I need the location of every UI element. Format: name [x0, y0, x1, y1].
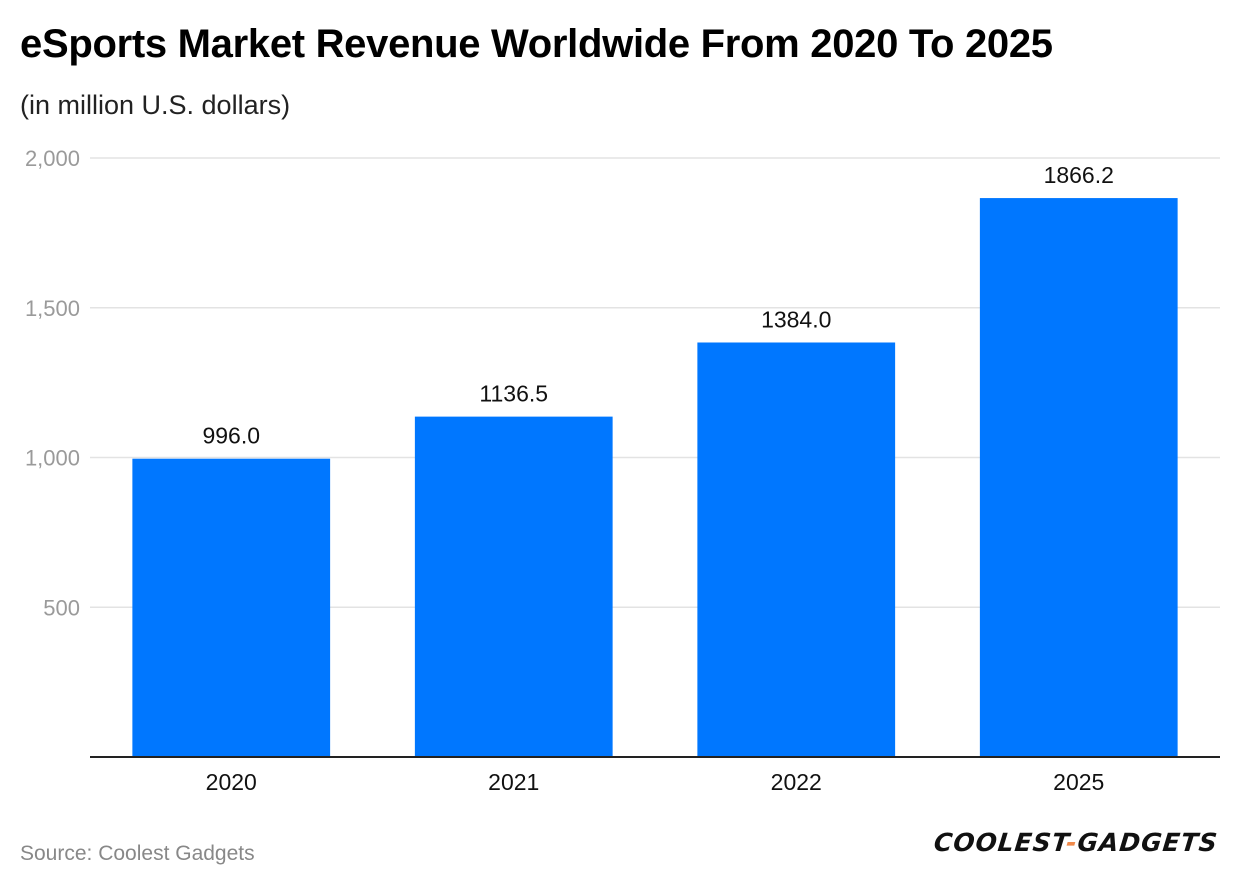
data-label-2025: 1866.2	[1044, 162, 1114, 188]
logo-left-text: COOLEST	[932, 828, 1068, 857]
bar-2022	[697, 342, 896, 757]
bar-2025	[979, 198, 1178, 757]
data-label-2022: 1384.0	[761, 306, 831, 332]
y-tick-label-2000: 2,000	[25, 146, 80, 171]
x-tick-label-2025: 2025	[1053, 769, 1104, 795]
chart-subtitle: (in million U.S. dollars)	[20, 90, 291, 120]
x-tick-label-2021: 2021	[488, 769, 539, 795]
data-label-2021: 1136.5	[479, 381, 548, 407]
y-tick-label-1000: 1,000	[25, 446, 80, 471]
source-note: Source: Coolest Gadgets	[20, 842, 255, 865]
coolest-gadgets-logo: COOLEST-GADGETS	[932, 828, 1219, 857]
y-tick-label-1500: 1,500	[25, 296, 80, 321]
x-tick-label-2022: 2022	[771, 769, 822, 795]
logo-right-text: GADGETS	[1076, 828, 1220, 857]
data-label-2020: 996.0	[202, 423, 260, 449]
bar-2021	[414, 416, 613, 757]
y-tick-label-500: 500	[43, 595, 80, 620]
x-tick-label-2020: 2020	[206, 769, 257, 795]
chart-title: eSports Market Revenue Worldwide From 20…	[20, 22, 1053, 66]
bar-2020	[132, 458, 331, 757]
